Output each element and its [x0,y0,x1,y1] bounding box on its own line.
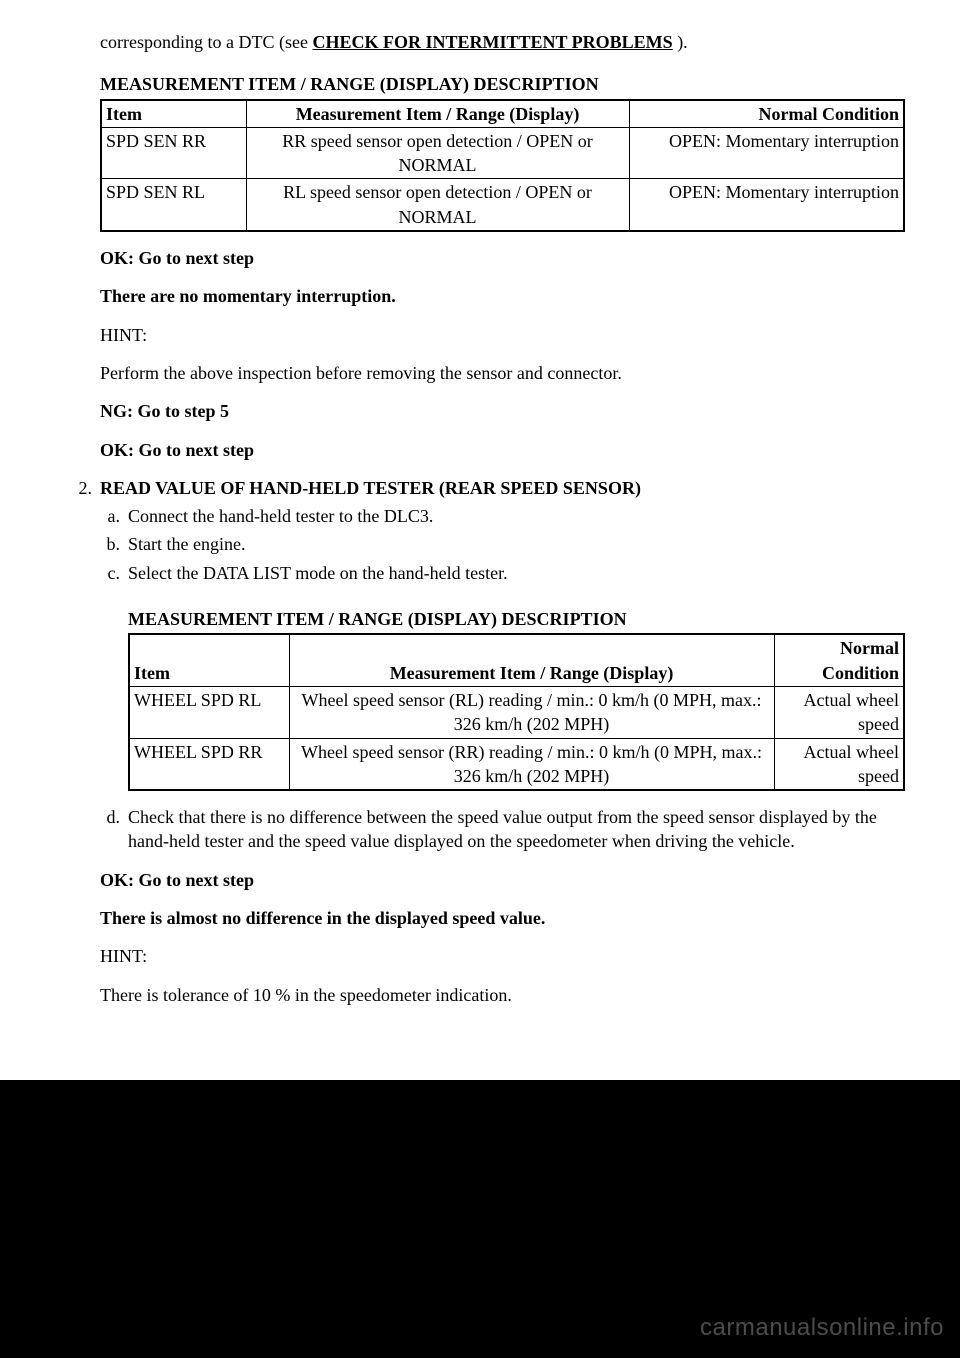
hint-text: Perform the above inspection before remo… [100,361,905,385]
substep-text: Select the DATA LIST mode on the hand-he… [128,561,905,585]
table1-h2: Measurement Item / Range (Display) [246,100,629,128]
cell: Actual wheel speed [774,686,904,738]
table2-h2: Measurement Item / Range (Display) [289,634,774,686]
substep-text: Check that there is no difference betwee… [128,805,905,854]
table2-h1: Item [129,634,289,686]
mid-section: OK: Go to next step There are no momenta… [100,246,905,462]
document-page: corresponding to a DTC (see CHECK FOR IN… [0,0,960,1080]
table1-h3: Normal Condition [629,100,904,128]
letter: a. [100,504,128,528]
table-row: WHEEL SPD RR Wheel speed sensor (RR) rea… [129,738,904,790]
table1-section: MEASUREMENT ITEM / RANGE (DISPLAY) DESCR… [100,72,905,232]
intro-prefix: corresponding to a DTC (see [100,32,312,52]
substep-text: Connect the hand-held tester to the DLC3… [128,504,905,528]
no-interruption: There are no momentary interruption. [100,284,905,308]
table2-section: MEASUREMENT ITEM / RANGE (DISPLAY) DESCR… [128,607,905,791]
letter: c. [100,561,128,585]
table-row: WHEEL SPD RL Wheel speed sensor (RL) rea… [129,686,904,738]
cell: RL speed sensor open detection / OPEN or… [246,179,629,231]
cell: Wheel speed sensor (RR) reading / min.: … [289,738,774,790]
watermark-text: carmanualsonline.info [700,1314,944,1342]
cell: RR speed sensor open detection / OPEN or… [246,127,629,179]
cell: OPEN: Momentary interruption [629,179,904,231]
hint-label: HINT: [100,944,905,968]
ok-step: OK: Go to next step [100,438,905,462]
table-row: SPD SEN RR RR speed sensor open detectio… [101,127,904,179]
table2: Item Measurement Item / Range (Display) … [128,633,905,791]
cell: SPD SEN RR [101,127,246,179]
tail-section: OK: Go to next step There is almost no d… [100,868,905,1007]
cell: Wheel speed sensor (RL) reading / min.: … [289,686,774,738]
substep-a: a. Connect the hand-held tester to the D… [100,504,905,528]
substep-b: b. Start the engine. [100,532,905,556]
cell: Actual wheel speed [774,738,904,790]
table2-header-row: Item Measurement Item / Range (Display) … [129,634,904,686]
cell: WHEEL SPD RL [129,686,289,738]
step-title: READ VALUE OF HAND-HELD TESTER (REAR SPE… [100,476,905,500]
cell: WHEEL SPD RR [129,738,289,790]
letter: b. [100,532,128,556]
table1: Item Measurement Item / Range (Display) … [100,99,905,232]
table-row: SPD SEN RL RL speed sensor open detectio… [101,179,904,231]
table2-h3: Normal Condition [774,634,904,686]
substep-text: Start the engine. [128,532,905,556]
step-number: 2. [72,476,100,854]
no-diff: There is almost no difference in the dis… [100,906,905,930]
ng-step: NG: Go to step 5 [100,399,905,423]
hint-text: There is tolerance of 10 % in the speedo… [100,983,905,1007]
substep-c: c. Select the DATA LIST mode on the hand… [100,561,905,585]
table1-title: MEASUREMENT ITEM / RANGE (DISPLAY) DESCR… [100,72,905,96]
table1-header-row: Item Measurement Item / Range (Display) … [101,100,904,128]
ok-step: OK: Go to next step [100,246,905,270]
footer-black-area: carmanualsonline.info [0,1080,960,1358]
hint-label: HINT: [100,323,905,347]
letter: d. [100,805,128,854]
table1-h1: Item [101,100,246,128]
intro-suffix: ). [673,32,688,52]
table2-title: MEASUREMENT ITEM / RANGE (DISPLAY) DESCR… [128,607,905,631]
intro-link[interactable]: CHECK FOR INTERMITTENT PROBLEMS [312,32,672,52]
intro-line: corresponding to a DTC (see CHECK FOR IN… [100,30,905,54]
step-2: 2. READ VALUE OF HAND-HELD TESTER (REAR … [72,476,905,854]
ok-step: OK: Go to next step [100,868,905,892]
substep-d: d. Check that there is no difference bet… [100,805,905,854]
cell: OPEN: Momentary interruption [629,127,904,179]
cell: SPD SEN RL [101,179,246,231]
